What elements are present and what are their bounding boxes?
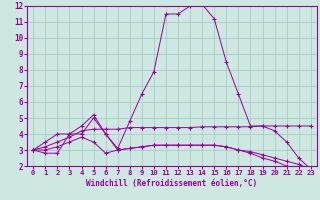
X-axis label: Windchill (Refroidissement éolien,°C): Windchill (Refroidissement éolien,°C) — [86, 179, 258, 188]
